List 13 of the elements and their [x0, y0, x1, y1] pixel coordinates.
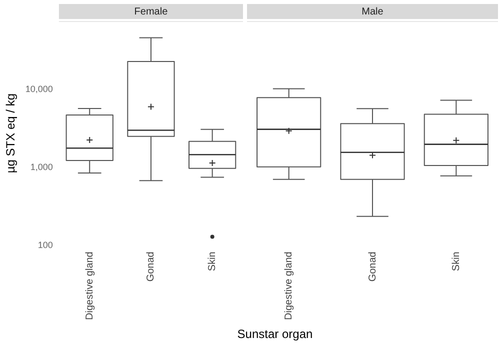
y-tick-label: 100: [38, 240, 53, 250]
chart-title: Male: [362, 6, 384, 18]
x-tick-label: Digestive gland: [284, 252, 295, 320]
y-axis-title: µg STX eq / kg: [4, 94, 18, 174]
y-tick-label: 10,000: [25, 84, 53, 94]
x-tick-label: Gonad: [146, 252, 157, 282]
x-axis-title: Sunstar organ: [236, 327, 314, 341]
chart-title: Female: [134, 6, 168, 18]
x-tick-label: Skin: [207, 252, 218, 272]
x-tick-label: Skin: [450, 252, 462, 272]
x-tick-label: Gonad: [367, 252, 378, 282]
y-tick-label: 1,000: [30, 162, 53, 172]
x-tick-label: Digestive gland: [84, 252, 96, 320]
